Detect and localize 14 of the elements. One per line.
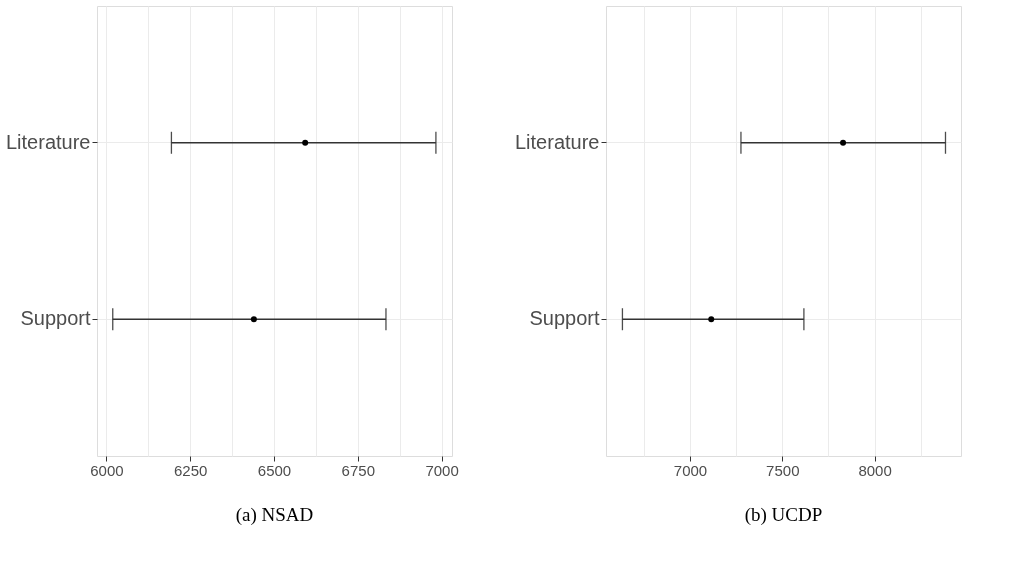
x-tick-label: 6000 [90, 461, 124, 479]
x-tick-label: 6250 [174, 461, 208, 479]
x-tick-label: 6750 [341, 461, 375, 479]
y-tick-label: Support [20, 307, 91, 330]
y-tick-label: Support [529, 307, 600, 330]
x-tick-label: 7000 [673, 461, 708, 479]
x-tick-label: 6500 [257, 461, 292, 479]
y-tick-label: Literature [6, 130, 91, 153]
x-tick-label: 8000 [858, 461, 892, 479]
x-tick-label: 7500 [766, 461, 800, 479]
y-tick-label: Literature [515, 130, 600, 153]
text: (b) UCDP [744, 504, 823, 526]
x-tick-label: 7000 [425, 461, 459, 479]
text: (a) NSAD [235, 504, 314, 526]
